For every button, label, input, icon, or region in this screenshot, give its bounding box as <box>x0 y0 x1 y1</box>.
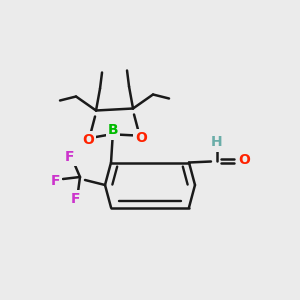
Text: F: F <box>65 150 75 164</box>
Text: B: B <box>108 124 118 137</box>
Text: O: O <box>135 131 147 146</box>
Text: O: O <box>238 154 250 167</box>
Text: H: H <box>211 136 223 149</box>
Text: F: F <box>50 174 60 188</box>
Text: O: O <box>82 134 94 148</box>
Text: F: F <box>70 192 80 206</box>
